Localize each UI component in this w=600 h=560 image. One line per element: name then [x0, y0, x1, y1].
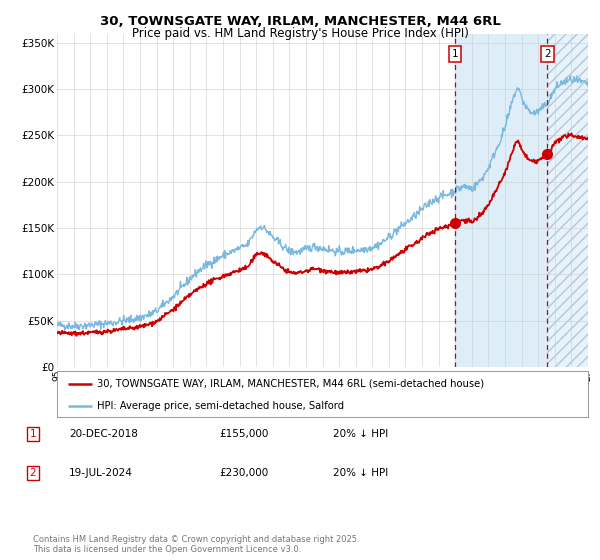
Bar [455, 34, 547, 367]
Text: 2: 2 [544, 49, 551, 59]
Text: 30, TOWNSGATE WAY, IRLAM, MANCHESTER, M44 6RL (semi-detached house): 30, TOWNSGATE WAY, IRLAM, MANCHESTER, M4… [97, 379, 484, 389]
Text: 30, TOWNSGATE WAY, IRLAM, MANCHESTER, M44 6RL: 30, TOWNSGATE WAY, IRLAM, MANCHESTER, M4… [100, 15, 500, 27]
Text: HPI: Average price, semi-detached house, Salford: HPI: Average price, semi-detached house,… [97, 401, 344, 410]
Text: 2: 2 [29, 468, 37, 478]
Text: 20% ↓ HPI: 20% ↓ HPI [333, 429, 388, 439]
Text: Contains HM Land Registry data © Crown copyright and database right 2025.
This d: Contains HM Land Registry data © Crown c… [33, 535, 359, 554]
Text: 1: 1 [451, 49, 458, 59]
Bar [547, 34, 588, 367]
Text: £155,000: £155,000 [219, 429, 268, 439]
Text: 19-JUL-2024: 19-JUL-2024 [69, 468, 133, 478]
Text: £230,000: £230,000 [219, 468, 268, 478]
Text: 20-DEC-2018: 20-DEC-2018 [69, 429, 138, 439]
Bar [547, 34, 588, 367]
Text: Price paid vs. HM Land Registry's House Price Index (HPI): Price paid vs. HM Land Registry's House … [131, 27, 469, 40]
Text: 20% ↓ HPI: 20% ↓ HPI [333, 468, 388, 478]
Text: 1: 1 [29, 429, 37, 439]
